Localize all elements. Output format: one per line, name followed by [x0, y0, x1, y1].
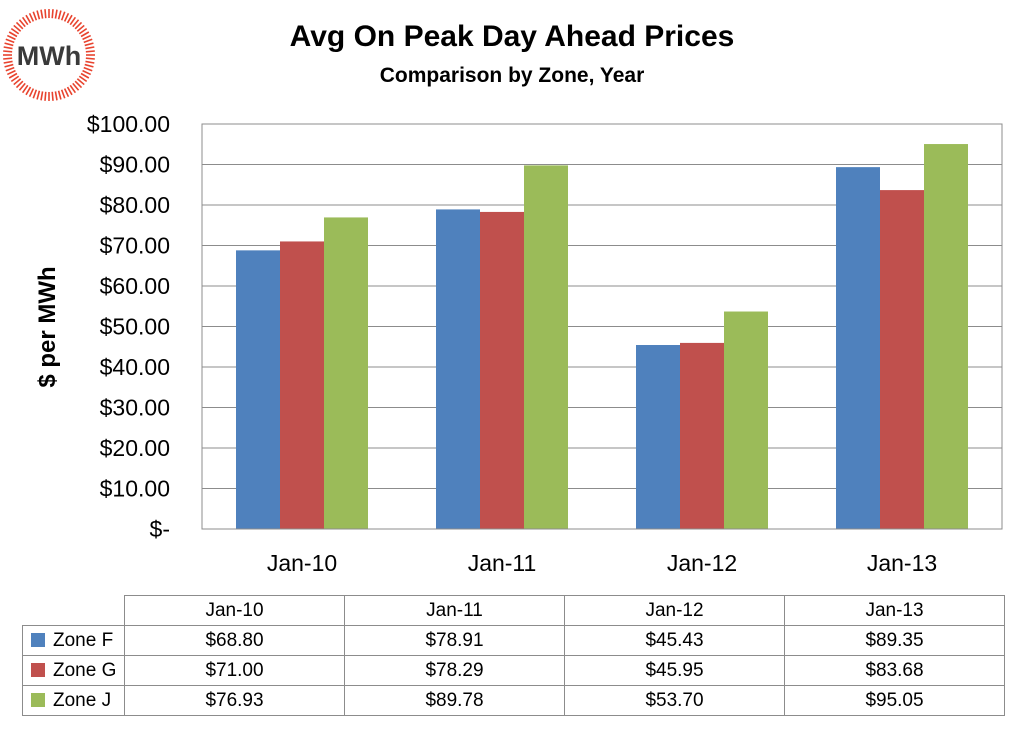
series-key: Zone F: [22, 625, 125, 656]
bar-zone-g-jan-11: [480, 211, 524, 529]
y-tick-label: $10.00: [100, 476, 170, 502]
bar-chart: $- $10.00 $20.00 $30.00 $40.00 $50.00 $60.00 $7…: [34, 111, 1003, 576]
x-tick-label: Jan-12: [667, 550, 737, 576]
table-cell: $68.80: [124, 625, 345, 656]
y-tick-label: $90.00: [100, 152, 170, 178]
x-tick-label: Jan-10: [267, 550, 337, 576]
legend-swatch: [31, 692, 45, 707]
bar-zone-f-jan-10: [236, 250, 280, 530]
y-tick-label: $20.00: [100, 435, 170, 461]
series-name: Zone J: [53, 689, 112, 711]
bars: [236, 144, 968, 530]
legend-swatch: [31, 662, 45, 677]
table-cell: $78.91: [344, 625, 565, 656]
y-tick-label: $-: [150, 516, 170, 542]
y-tick-label: $70.00: [100, 233, 170, 259]
table-column-header: Jan-13: [784, 595, 1005, 626]
table-cell: $89.35: [784, 625, 1005, 656]
table-column-header: Jan-12: [564, 595, 785, 626]
legend-swatch: [31, 632, 45, 647]
mwh-logo: MWh: [3, 9, 95, 101]
table-cell: $76.93: [124, 685, 345, 716]
bar-zone-f-jan-11: [436, 209, 480, 530]
table-row: Zone J $76.93 $89.78 $53.70 $95.05: [22, 685, 1005, 716]
bar-zone-f-jan-13: [836, 167, 880, 529]
bar-zone-f-jan-12: [636, 345, 680, 529]
series-name: Zone G: [53, 659, 117, 681]
series-name: Zone F: [53, 629, 114, 651]
plot-area-border: [201, 123, 1003, 530]
table-cell: $71.00: [124, 655, 345, 686]
y-tick-label: $100.00: [87, 111, 170, 137]
table-row: Zone F $68.80 $78.91 $45.43 $89.35: [22, 625, 1005, 656]
y-axis-tick-labels: $- $10.00 $20.00 $30.00 $40.00 $50.00 $60.00 $7…: [87, 111, 170, 542]
table-header-row: Jan-10 Jan-11 Jan-12 Jan-13: [22, 595, 1005, 626]
table-column-header: Jan-10: [124, 595, 345, 626]
y-tick-label: $60.00: [100, 273, 170, 299]
bar-zone-j-jan-13: [924, 144, 968, 530]
series-key: Zone J: [22, 685, 125, 716]
table-corner: [22, 595, 125, 626]
bar-zone-g-jan-13: [880, 190, 924, 529]
y-tick-label: $40.00: [100, 354, 170, 380]
bar-zone-j-jan-12: [724, 311, 768, 529]
y-tick-label: $30.00: [100, 395, 170, 421]
x-tick-label: Jan-11: [468, 550, 537, 576]
bar-zone-j-jan-11: [524, 165, 568, 530]
table-cell: $83.68: [784, 655, 1005, 686]
logo-text: MWh: [17, 41, 81, 71]
y-tick-label: $50.00: [100, 314, 170, 340]
table-cell: $45.95: [564, 655, 785, 686]
data-table: Jan-10 Jan-11 Jan-12 Jan-13 Zone F $68.80 $78.…: [22, 595, 1005, 716]
y-axis-label: $ per MWh: [34, 266, 61, 387]
table-cell: $53.70: [564, 685, 785, 716]
chart-title: Avg On Peak Day Ahead Prices: [289, 20, 735, 53]
bar-zone-g-jan-12: [680, 342, 724, 529]
x-tick-label: Jan-13: [867, 550, 937, 576]
y-tick-label: $80.00: [100, 192, 170, 218]
chart-subtitle: Comparison by Zone, Year: [379, 64, 645, 87]
bar-zone-g-jan-10: [280, 241, 324, 529]
x-axis-tick-labels: Jan-10 Jan-11 Jan-12 Jan-13: [267, 550, 937, 576]
table-cell: $78.29: [344, 655, 565, 686]
table-cell: $89.78: [344, 685, 565, 716]
table-column-header: Jan-11: [344, 595, 565, 626]
series-key: Zone G: [22, 655, 125, 686]
table-cell: $95.05: [784, 685, 1005, 716]
bar-zone-j-jan-10: [324, 217, 368, 529]
table-cell: $45.43: [564, 625, 785, 656]
table-row: Zone G $71.00 $78.29 $45.95 $83.68: [22, 655, 1005, 686]
